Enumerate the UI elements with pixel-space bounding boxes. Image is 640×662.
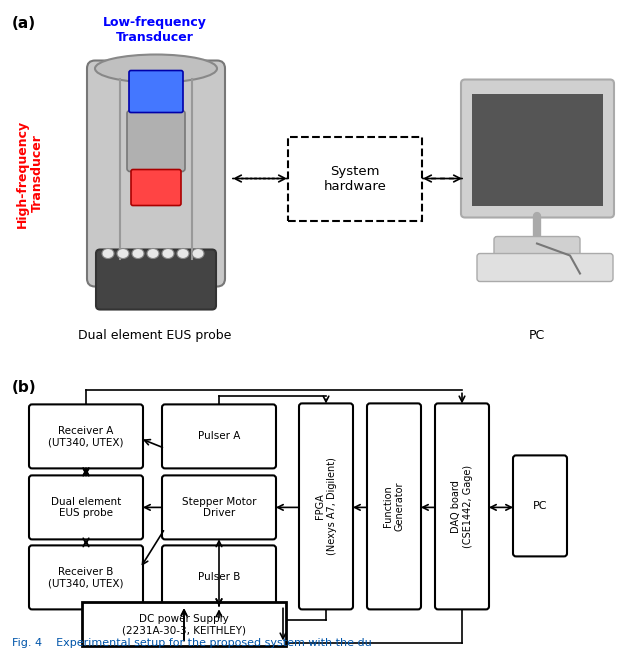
Ellipse shape [162,248,174,259]
Text: FPGA
(Nexys A7, Digilent): FPGA (Nexys A7, Digilent) [315,457,337,555]
Text: (b): (b) [12,381,36,395]
Text: Low-frequency
Transducer: Low-frequency Transducer [103,15,207,44]
Text: (a): (a) [12,15,36,30]
Text: Pulser A: Pulser A [198,432,240,442]
FancyBboxPatch shape [162,404,276,469]
Text: Stepper Motor
Driver: Stepper Motor Driver [182,496,256,518]
Ellipse shape [102,248,114,259]
Text: Fig. 4    Experimental setup for the proposed system with the du: Fig. 4 Experimental setup for the propos… [12,638,372,648]
Ellipse shape [192,248,204,259]
FancyBboxPatch shape [461,79,614,218]
FancyBboxPatch shape [29,545,143,610]
FancyBboxPatch shape [367,403,421,610]
Text: Function
Generator: Function Generator [383,482,405,531]
FancyBboxPatch shape [477,254,613,281]
Ellipse shape [177,248,189,259]
Text: System
hardware: System hardware [324,165,387,193]
FancyBboxPatch shape [82,602,286,646]
Text: PC: PC [532,501,547,511]
Ellipse shape [147,248,159,259]
Ellipse shape [117,248,129,259]
Text: PC: PC [529,329,545,342]
Ellipse shape [132,248,144,259]
FancyBboxPatch shape [435,403,489,610]
Ellipse shape [95,54,217,83]
Text: DC power Supply
(2231A-30-3, KEITHLEY): DC power Supply (2231A-30-3, KEITHLEY) [122,614,246,636]
FancyBboxPatch shape [87,60,225,287]
FancyBboxPatch shape [127,111,185,171]
Text: Receiver B
(UT340, UTEX): Receiver B (UT340, UTEX) [48,567,124,589]
FancyBboxPatch shape [513,455,567,556]
FancyBboxPatch shape [299,403,353,610]
FancyBboxPatch shape [131,169,181,205]
FancyBboxPatch shape [96,250,216,310]
Text: DAQ board
(CSE1442, Gage): DAQ board (CSE1442, Gage) [451,465,473,548]
Text: Receiver A
(UT340, UTEX): Receiver A (UT340, UTEX) [48,426,124,448]
FancyBboxPatch shape [162,545,276,610]
Text: Dual element
EUS probe: Dual element EUS probe [51,496,121,518]
Text: High-frequency
Transducer: High-frequency Transducer [16,119,44,228]
FancyBboxPatch shape [129,71,183,113]
FancyBboxPatch shape [472,93,603,205]
FancyBboxPatch shape [29,475,143,540]
FancyBboxPatch shape [29,404,143,469]
FancyBboxPatch shape [288,136,422,220]
Text: Dual element EUS probe: Dual element EUS probe [78,329,232,342]
FancyBboxPatch shape [162,475,276,540]
Text: Pulser B: Pulser B [198,573,240,583]
FancyBboxPatch shape [494,236,580,259]
